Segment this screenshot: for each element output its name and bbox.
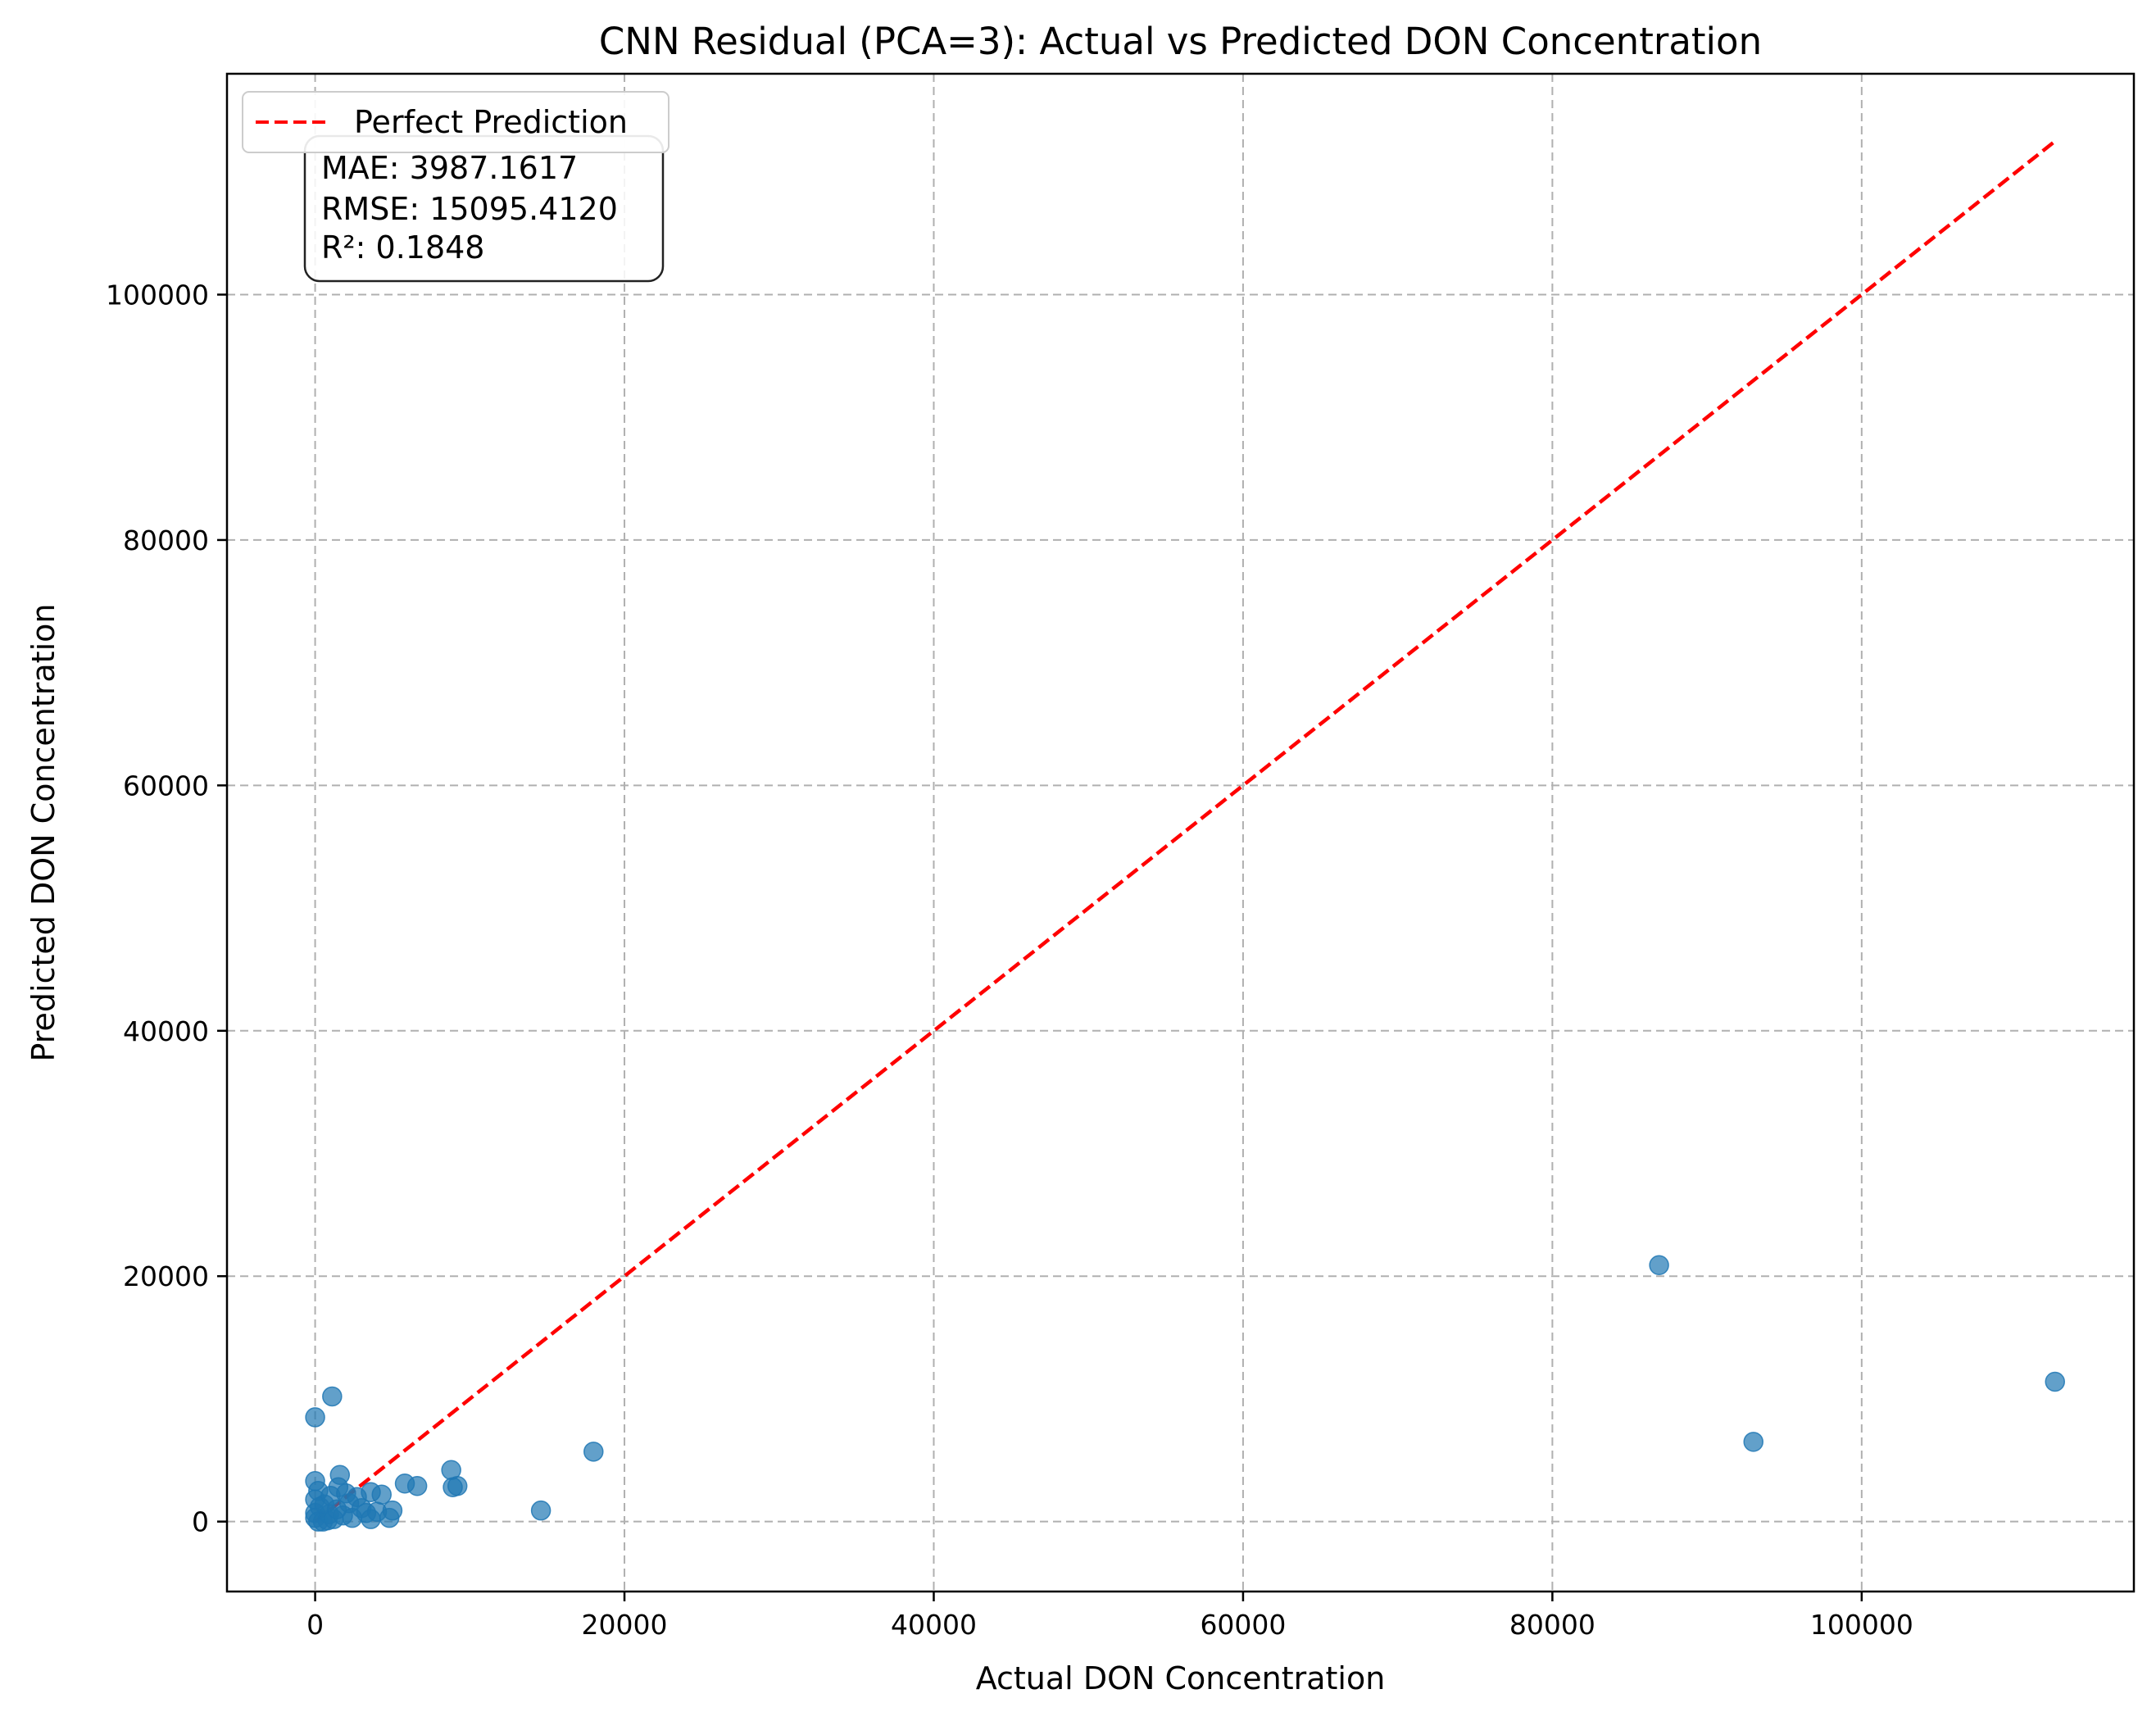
legend-label-perfect-prediction: Perfect Prediction xyxy=(354,104,628,140)
y-tick-label-5: 100000 xyxy=(106,279,209,311)
stats-box: MAE: 3987.1617 RMSE: 15095.4120 R²: 0.18… xyxy=(303,134,665,283)
x-tick-label-5: 100000 xyxy=(1810,1609,1913,1641)
data-point-37 xyxy=(583,1442,604,1462)
plot-frame xyxy=(225,72,2136,1593)
data-point-28 xyxy=(371,1484,392,1505)
x-axis-label: Actual DON Concentration xyxy=(976,1660,1386,1696)
y-tick-label-1: 20000 xyxy=(123,1260,209,1292)
y-axis-label: Predicted DON Concentration xyxy=(25,604,61,1062)
x-axis-ticks: 0 20000 40000 60000 80000 100000 xyxy=(306,1592,1913,1641)
x-tick-label-1: 20000 xyxy=(582,1609,668,1641)
stats-mae: MAE: 3987.1617 xyxy=(321,150,578,186)
chart-title: CNN Residual (PCA=3): Actual vs Predicte… xyxy=(599,20,1762,63)
data-point-1 xyxy=(322,1386,343,1407)
legend: Perfect Prediction xyxy=(242,91,669,153)
data-point-0 xyxy=(305,1407,325,1428)
perfect-prediction-line xyxy=(314,139,2057,1523)
x-tick-label-4: 80000 xyxy=(1509,1609,1595,1641)
x-tick-label-3: 60000 xyxy=(1200,1609,1286,1641)
stats-r2: R²: 0.1848 xyxy=(321,229,484,266)
grid-lines xyxy=(227,74,2134,1592)
y-tick-label-0: 0 xyxy=(192,1506,209,1538)
legend-frame xyxy=(242,91,669,153)
y-tick-label-3: 60000 xyxy=(123,770,209,801)
x-tick-label-0: 0 xyxy=(306,1609,324,1641)
data-point-40 xyxy=(2045,1371,2065,1392)
y-tick-label-2: 40000 xyxy=(123,1015,209,1047)
data-point-35 xyxy=(447,1475,468,1496)
reference-line-layer xyxy=(314,139,2057,1523)
y-axis-ticks: 0 20000 40000 60000 80000 100000 xyxy=(106,279,227,1538)
x-tick-label-2: 40000 xyxy=(891,1609,977,1641)
data-points-layer xyxy=(305,1255,2065,1532)
stats-rmse: RMSE: 15095.4120 xyxy=(321,191,618,227)
data-point-36 xyxy=(530,1500,551,1521)
y-tick-label-4: 80000 xyxy=(123,524,209,556)
data-point-38 xyxy=(1649,1255,1669,1276)
data-point-32 xyxy=(406,1475,428,1496)
data-point-30 xyxy=(382,1500,403,1521)
data-point-39 xyxy=(1743,1432,1763,1452)
